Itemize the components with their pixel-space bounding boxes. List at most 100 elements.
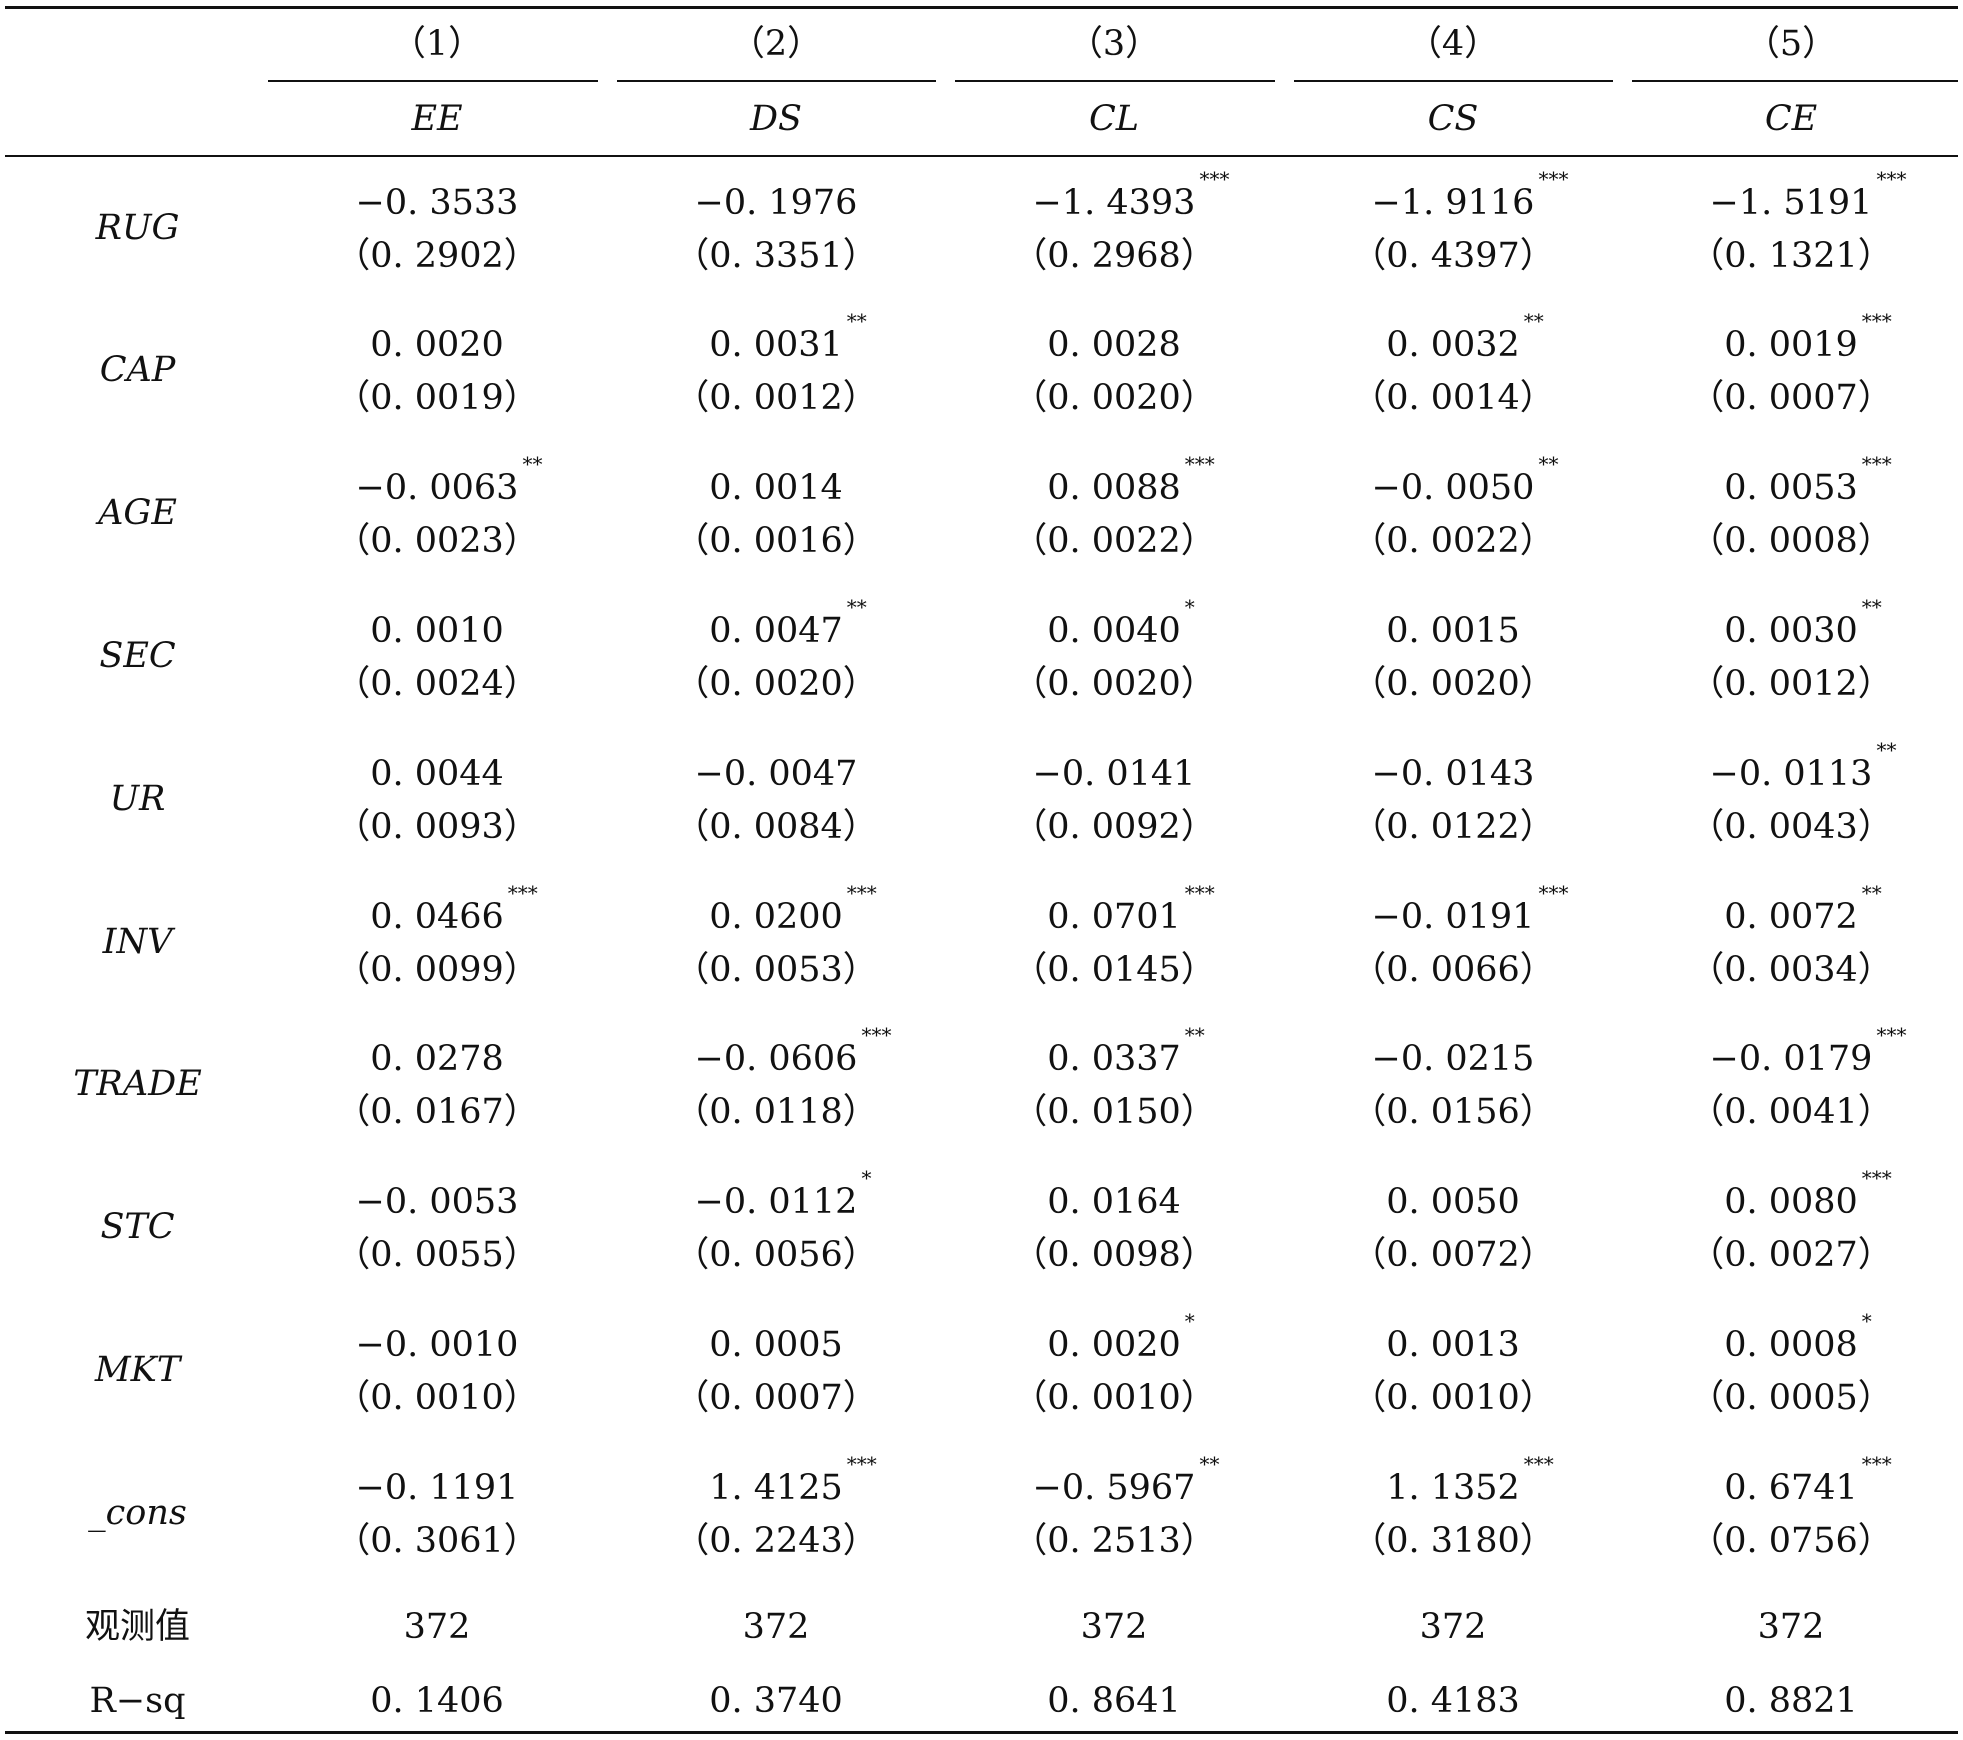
column-rule — [268, 80, 598, 82]
coefficient-cell: −0. 0215 — [1293, 1039, 1613, 1079]
standard-error-cell: （0. 0156） — [1351, 1092, 1555, 1132]
coefficient-value: 0. 0008 * — [1724, 1309, 1872, 1365]
standard-error-cell: （0. 0020） — [1012, 378, 1216, 418]
significance-stars: *** — [1538, 167, 1569, 191]
standard-error-cell: （0. 0084） — [674, 807, 878, 847]
coefficient-value: −0. 1191 — [355, 1468, 519, 1508]
coefficient-cell: 0. 0010 — [277, 611, 597, 651]
r-squared-value: 0. 8641 — [1047, 1681, 1181, 1721]
significance-stars: *** — [1199, 167, 1230, 191]
observations-value: 372 — [1757, 1607, 1825, 1647]
coefficient-cell: −0. 5967 ** — [954, 1454, 1274, 1508]
coefficient-value: 0. 0080 *** — [1724, 1166, 1892, 1222]
coefficient-cell: −0. 0179 *** — [1631, 1025, 1951, 1079]
coefficient-cell: −0. 0010 — [277, 1325, 597, 1365]
row-label-MKT: MKT — [94, 1350, 181, 1390]
column-name: CE — [1764, 99, 1818, 139]
coefficient-value: −0. 0010 — [355, 1325, 519, 1365]
significance-stars: *** — [1861, 309, 1892, 333]
standard-error-cell: （0. 2513） — [1012, 1521, 1216, 1561]
observations-value: 372 — [742, 1607, 810, 1647]
standard-error-cell: （0. 2968） — [1012, 236, 1216, 276]
coefficient-value: 1. 4125 *** — [709, 1452, 877, 1508]
coefficient-cell: 0. 0030 ** — [1631, 597, 1951, 651]
row-label-RUG: RUG — [95, 208, 180, 248]
standard-error-cell: （0. 0023） — [335, 521, 539, 561]
standard-error-cell: （0. 0012） — [674, 378, 878, 418]
coefficient-cell: 1. 1352 *** — [1293, 1454, 1613, 1508]
coefficient-cell: 0. 0031 ** — [616, 311, 936, 365]
coefficient-value: 0. 0200 *** — [709, 881, 877, 937]
coefficient-cell: −0. 0053 — [277, 1182, 597, 1222]
coefficient-cell: 0. 0466 *** — [277, 883, 597, 937]
coefficient-value: −0. 0191 *** — [1371, 881, 1569, 937]
standard-error-cell: （0. 0122） — [1351, 807, 1555, 847]
coefficient-value: −0. 3533 — [355, 183, 519, 223]
r-squared-value: 0. 1406 — [370, 1681, 504, 1721]
coefficient-value: 0. 0053 *** — [1724, 452, 1892, 508]
standard-error-cell: （0. 0756） — [1689, 1521, 1893, 1561]
significance-stars: *** — [861, 1023, 892, 1047]
standard-error-cell: （0. 0010） — [1351, 1378, 1555, 1418]
significance-stars: *** — [1876, 167, 1907, 191]
column-number: （3） — [1067, 24, 1161, 64]
column-name: EE — [411, 99, 463, 139]
coefficient-value: −1. 5191 *** — [1709, 167, 1907, 223]
r-squared-value: 0. 4183 — [1386, 1681, 1520, 1721]
coefficient-cell: 0. 0020 — [277, 325, 597, 365]
significance-stars: ** — [1184, 1023, 1205, 1047]
coefficient-cell: 0. 0200 *** — [616, 881, 936, 937]
coefficient-cell: 0. 0337 ** — [954, 1025, 1274, 1079]
coefficient-value: 0. 0164 — [1047, 1182, 1181, 1222]
significance-stars: * — [1184, 595, 1195, 619]
significance-stars: ** — [522, 452, 543, 476]
significance-stars: *** — [1861, 1166, 1892, 1190]
standard-error-cell: （0. 0020） — [1012, 664, 1216, 704]
row-label-AGE: AGE — [98, 493, 177, 533]
coefficient-value: 0. 6741 *** — [1724, 1452, 1892, 1508]
row-label-CAP: CAP — [99, 350, 176, 390]
coefficient-value: −0. 0047 — [694, 754, 858, 794]
coefficient-value: 0. 0020 — [370, 325, 504, 365]
standard-error-cell: （0. 0145） — [1012, 950, 1216, 990]
r-squared-value: 0. 3740 — [709, 1681, 843, 1721]
standard-error-cell: （0. 0010） — [1012, 1378, 1216, 1418]
standard-error-cell: （0. 0020） — [1351, 664, 1555, 704]
coefficient-cell: 0. 0701 *** — [954, 883, 1274, 937]
coefficient-value: 0. 0015 — [1386, 611, 1520, 651]
significance-stars: *** — [1876, 1023, 1907, 1047]
coefficient-cell: −1. 5191 *** — [1631, 167, 1951, 223]
significance-stars: *** — [1184, 452, 1215, 476]
standard-error-cell: （0. 0072） — [1351, 1235, 1555, 1275]
standard-error-cell: （0. 0012） — [1689, 664, 1893, 704]
column-number: （5） — [1744, 24, 1838, 64]
significance-stars: * — [861, 1166, 872, 1190]
significance-stars: *** — [1523, 1452, 1554, 1476]
significance-stars: *** — [1538, 881, 1569, 905]
significance-stars: *** — [1861, 1452, 1892, 1476]
coefficient-cell: 0. 0015 — [1293, 611, 1613, 651]
standard-error-cell: （0. 0007） — [674, 1378, 878, 1418]
coefficient-cell: 0. 0088 *** — [954, 454, 1274, 508]
coefficient-cell: 0. 6741 *** — [1631, 1452, 1951, 1508]
significance-stars: *** — [846, 1452, 877, 1476]
coefficient-cell: 0. 0019 *** — [1631, 311, 1951, 365]
standard-error-cell: （0. 0022） — [1351, 521, 1555, 561]
standard-error-cell: （0. 0053） — [674, 950, 878, 990]
coefficient-cell: −0. 0141 — [954, 754, 1274, 794]
standard-error-cell: （0. 2243） — [674, 1521, 878, 1561]
coefficient-value: 0. 0020 * — [1047, 1309, 1195, 1365]
coefficient-cell: 0. 0047 ** — [616, 597, 936, 651]
standard-error-cell: （0. 0027） — [1689, 1235, 1893, 1275]
significance-stars: *** — [846, 881, 877, 905]
coefficient-cell: 0. 0044 — [277, 754, 597, 794]
coefficient-cell: 0. 0080 *** — [1631, 1166, 1951, 1222]
coefficient-value: −1. 9116 *** — [1371, 167, 1569, 223]
observations-value: 372 — [1419, 1607, 1487, 1647]
coefficient-value: 0. 0040 * — [1047, 595, 1195, 651]
coefficient-value: 0. 0013 — [1386, 1325, 1520, 1365]
coefficient-value: 0. 0278 — [370, 1039, 504, 1079]
coefficient-value: 0. 0028 — [1047, 325, 1181, 365]
standard-error-cell: （0. 0007） — [1689, 378, 1893, 418]
header-rule — [5, 155, 1958, 157]
